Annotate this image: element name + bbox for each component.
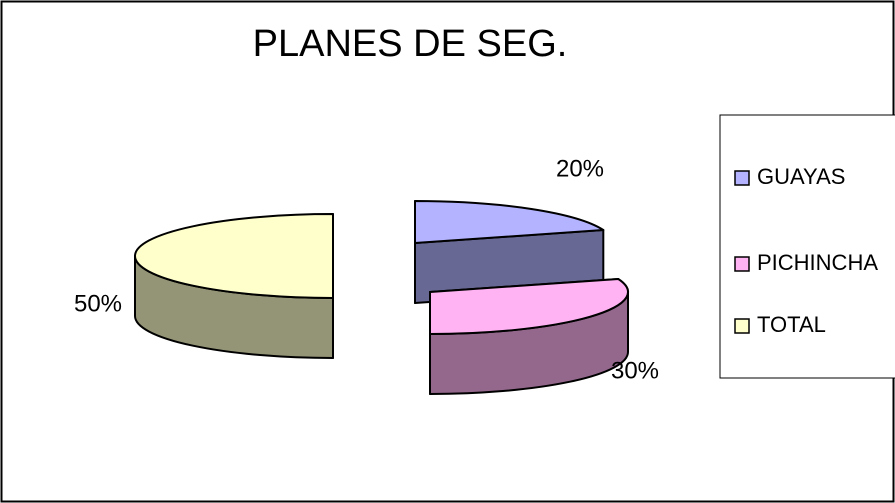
pie-slice xyxy=(134,213,334,359)
legend-label: PICHINCHA xyxy=(757,250,878,275)
legend-swatch xyxy=(734,170,750,186)
legend-box xyxy=(719,114,895,379)
legend-label: GUAYAS xyxy=(757,164,845,189)
data-label: 30% xyxy=(611,357,659,384)
data-label: 20% xyxy=(556,155,604,182)
slice-top xyxy=(134,213,334,299)
pie-slice xyxy=(429,278,629,395)
data-label: 50% xyxy=(74,290,122,317)
slice-top xyxy=(414,200,605,244)
chart-title: PLANES DE SEG. xyxy=(253,23,568,65)
slice-top xyxy=(429,278,629,335)
legend-swatch xyxy=(734,318,750,334)
legend-swatch xyxy=(734,256,750,272)
legend-label: TOTAL xyxy=(757,312,826,337)
